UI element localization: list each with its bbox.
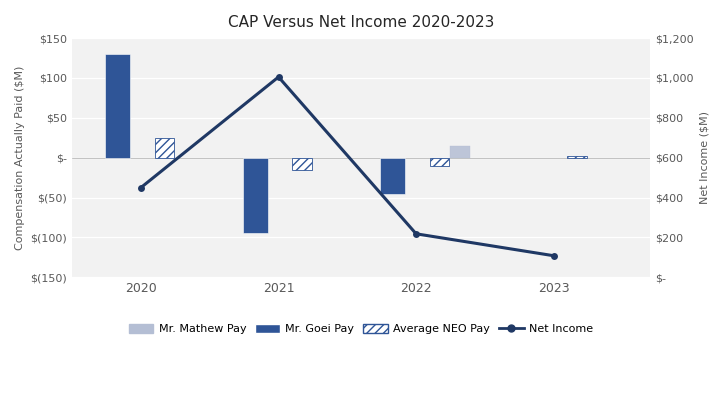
- Title: CAP Versus Net Income 2020-2023: CAP Versus Net Income 2020-2023: [228, 15, 494, 30]
- Bar: [105, 54, 130, 158]
- Bar: [292, 158, 311, 170]
- Y-axis label: Net Income ($M): Net Income ($M): [699, 111, 709, 204]
- Legend: Mr. Mathew Pay, Mr. Goei Pay, Average NEO Pay, Net Income: Mr. Mathew Pay, Mr. Goei Pay, Average NE…: [125, 319, 597, 339]
- Bar: [155, 138, 174, 158]
- Bar: [243, 158, 267, 233]
- Bar: [450, 146, 470, 158]
- Bar: [380, 158, 405, 194]
- Y-axis label: Compensation Actually Paid ($M): Compensation Actually Paid ($M): [15, 66, 25, 250]
- Bar: [430, 158, 449, 166]
- Bar: [568, 156, 586, 158]
